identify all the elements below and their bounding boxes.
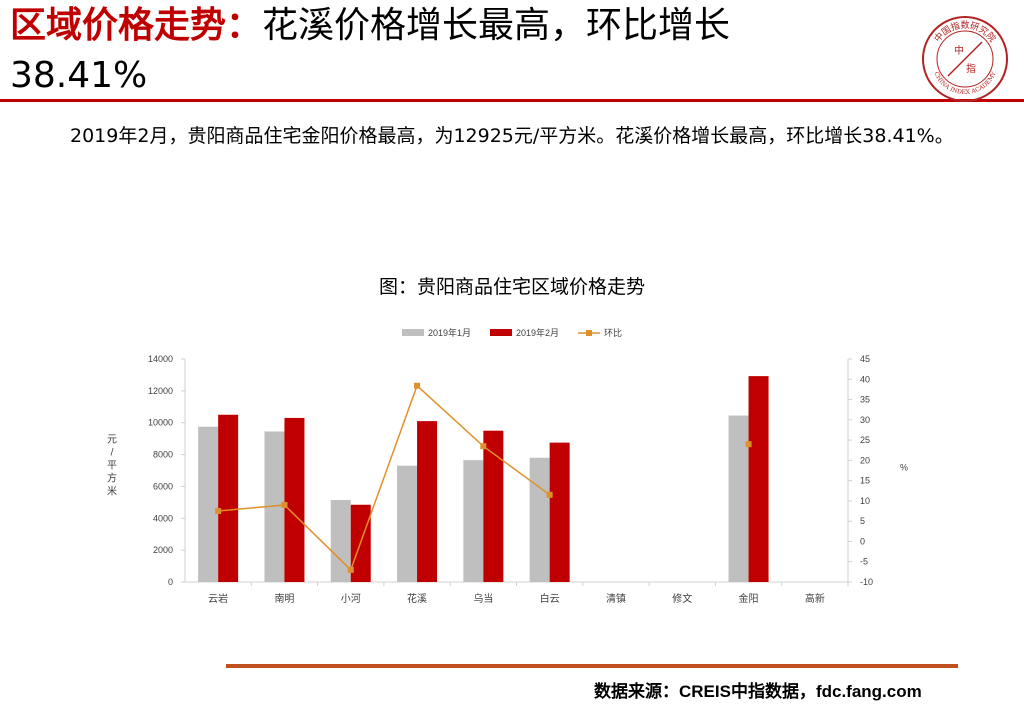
page-title-rest: 花溪价格增长最高，环比增长 <box>262 5 731 46</box>
mom-point <box>745 441 752 448</box>
x-tick-label: 花溪 <box>407 592 427 605</box>
x-tick-label: 小河 <box>341 593 361 605</box>
page-title-line2: 38.41% <box>10 55 148 96</box>
bar-2019-feb <box>218 414 239 582</box>
x-tick-label: 乌当 <box>473 592 493 605</box>
china-index-academy-logo: 中国指数研究院 CHINA INDEX ACADEMY 中 指 <box>922 16 1008 102</box>
legend-label-mom: 环比 <box>604 327 622 338</box>
y2-tick-label: 25 <box>860 435 870 445</box>
svg-text:中国指数研究院: 中国指数研究院 <box>931 19 998 44</box>
bar-2019-feb <box>549 442 570 582</box>
chart-title: 图：贵阳商品住宅区域价格走势 <box>378 276 645 298</box>
y2-tick-label: 45 <box>860 354 870 364</box>
mom-point <box>215 508 222 515</box>
y-axis-label: 元/平方米 <box>107 435 117 498</box>
data-source: 数据来源：CREIS中指数据，fdc.fang.com <box>594 682 922 701</box>
page-title: 区域价格走势：花溪价格增长最高，环比增长 <box>10 4 910 48</box>
x-tick-label: 南明 <box>274 592 294 605</box>
bar-2019-jan <box>728 415 749 582</box>
x-tick-label: 修文 <box>672 592 692 605</box>
page-title-highlight: 区域价格走势： <box>10 5 263 46</box>
y2-tick-label: 10 <box>860 496 870 506</box>
mom-point <box>414 382 421 389</box>
y-tick-label: 12000 <box>148 386 173 396</box>
price-trend-chart: 0 2000 4000 6000 8000 10000 12000 14000 -10 -5 0 5 1… <box>107 327 908 605</box>
x-tick-label: 高新 <box>805 592 825 605</box>
y-tick-label: 6000 <box>153 481 173 491</box>
bar-2019-feb <box>284 417 305 582</box>
logo-text-top: 中国指数研究院 <box>931 19 998 44</box>
y2-tick-label: 35 <box>860 395 870 405</box>
logo-center-b: 指 <box>966 62 976 75</box>
mom-line <box>218 384 551 572</box>
y2-tick-label: -5 <box>860 557 868 567</box>
y2-tick-label: 20 <box>860 455 870 465</box>
bar-2019-feb <box>483 430 504 582</box>
legend-label-jan: 2019年1月 <box>428 327 471 338</box>
y2-tick-label: 30 <box>860 415 870 425</box>
x-tick-label: 白云 <box>540 592 560 605</box>
y2-tick-label: 5 <box>860 516 865 526</box>
y-tick-label: 10000 <box>148 418 173 428</box>
y-tick-label: 14000 <box>148 354 173 364</box>
y-tick-label: 8000 <box>153 450 173 460</box>
x-tick-label: 清镇 <box>606 592 626 605</box>
title-divider <box>0 99 1024 102</box>
y2-tick-label: 0 <box>860 536 865 546</box>
bar-2019-feb <box>417 421 438 582</box>
y2-tick-label: 15 <box>860 476 870 486</box>
mom-point <box>281 501 288 508</box>
y2-axis-label: % <box>900 463 908 473</box>
bar-2019-jan <box>529 457 550 582</box>
y2-tick-label: -10 <box>860 577 873 587</box>
legend-swatch-feb <box>490 329 512 336</box>
bar-2019-feb <box>748 376 769 582</box>
mom-point <box>546 491 553 498</box>
x-tick-label: 金阳 <box>739 592 759 605</box>
bar-2019-jan <box>198 426 219 582</box>
y-tick-label: 0 <box>168 577 173 587</box>
y-tick-label: 2000 <box>153 545 173 555</box>
bar-2019-jan <box>264 431 285 582</box>
legend-marker-mom <box>586 330 592 336</box>
summary-paragraph: 2019年2月，贵阳商品住宅金阳价格最高，为12925元/平方米。花溪价格增长最… <box>70 125 954 147</box>
bar-2019-jan <box>397 465 418 582</box>
bar-2019-jan <box>330 499 351 582</box>
legend-swatch-jan <box>402 329 424 336</box>
legend-label-feb: 2019年2月 <box>516 327 559 338</box>
x-tick-label: 云岩 <box>208 592 228 605</box>
footer-divider <box>226 664 958 668</box>
logo-center-a: 中 <box>954 44 964 57</box>
mom-point <box>347 566 354 573</box>
y-tick-label: 4000 <box>153 513 173 523</box>
mom-point <box>480 443 487 450</box>
y2-tick-label: 40 <box>860 374 870 384</box>
bar-2019-jan <box>463 460 484 582</box>
